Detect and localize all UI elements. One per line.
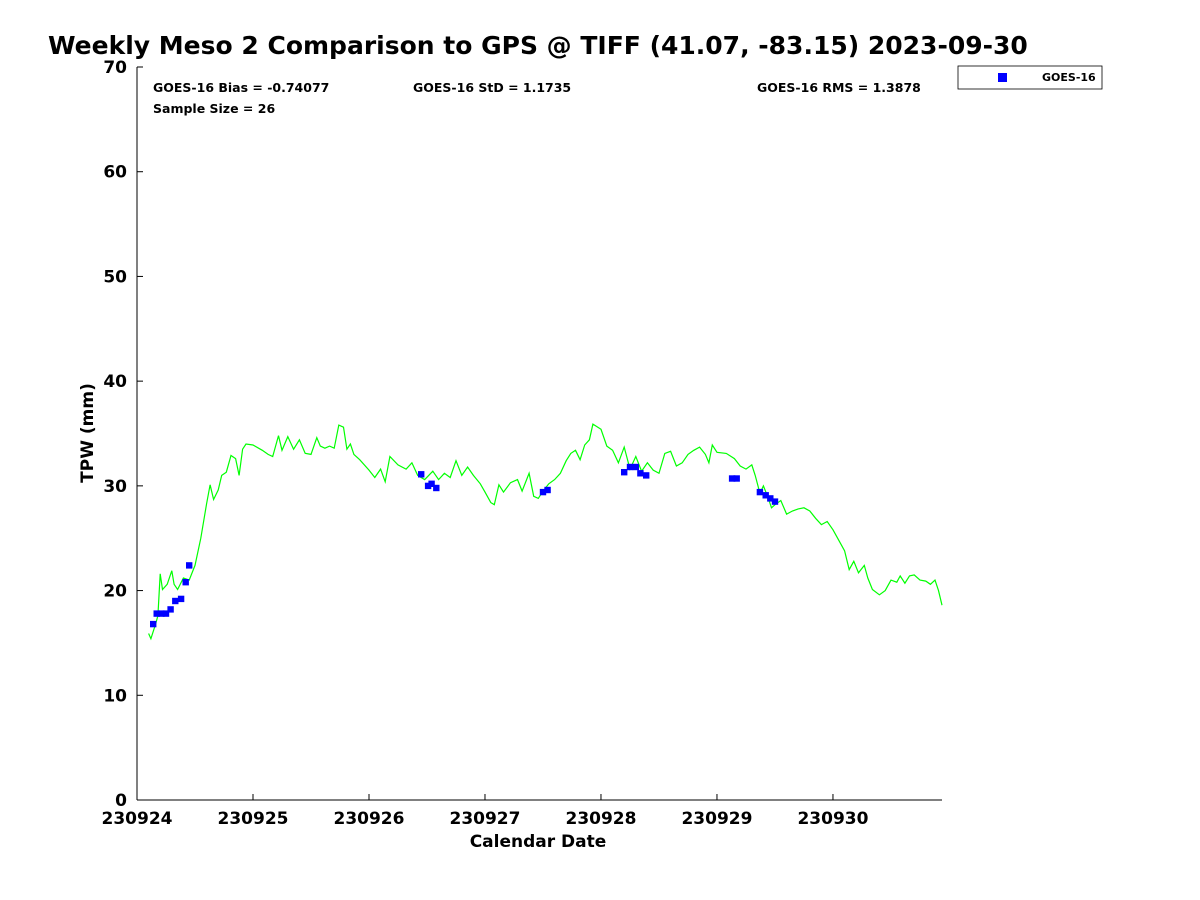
goes16-data-point bbox=[632, 463, 639, 471]
plot-area bbox=[148, 423, 943, 641]
std-stat: GOES-16 StD = 1.1735 bbox=[413, 80, 571, 95]
x-tick-label: 230929 bbox=[681, 809, 752, 829]
y-tick-label: 60 bbox=[103, 163, 127, 183]
goes16-data-point bbox=[172, 597, 179, 605]
goes16-data-point bbox=[643, 472, 650, 479]
goes16-data-point bbox=[728, 475, 736, 482]
bias-stat: GOES-16 Bias = -0.74077 bbox=[153, 80, 329, 95]
y-tick-label: 0 bbox=[115, 791, 127, 811]
x-tick-label: 230924 bbox=[102, 809, 173, 829]
rms-stat: GOES-16 RMS = 1.3878 bbox=[757, 80, 921, 95]
goes16-data-point bbox=[182, 579, 189, 586]
goes16-data-point bbox=[153, 610, 160, 617]
ticks: 0 10 20 30 40 50 60 70 230924 230925 230926 230927 2… bbox=[102, 58, 869, 829]
goes16-data-point bbox=[539, 488, 547, 496]
goes16-data-point bbox=[167, 606, 174, 613]
goes16-data-point bbox=[762, 492, 769, 499]
legend-box bbox=[957, 65, 1103, 90]
goes16-data-point bbox=[150, 620, 157, 628]
y-tick-label: 30 bbox=[103, 477, 127, 497]
goes16-data-point bbox=[177, 595, 185, 603]
axes bbox=[136, 67, 942, 801]
goes16-data-point bbox=[186, 562, 193, 569]
sample-size-stat: Sample Size = 26 bbox=[153, 101, 275, 116]
x-tick-label: 230926 bbox=[333, 809, 404, 829]
goes16-data-point bbox=[424, 482, 432, 490]
goes16-data-point bbox=[771, 498, 779, 505]
goes16-data-point bbox=[626, 463, 634, 471]
goes16-data-point bbox=[621, 469, 628, 476]
goes16-data-point bbox=[637, 470, 644, 477]
goes16-data-point bbox=[756, 488, 764, 496]
legend-goes16-marker bbox=[998, 73, 1007, 82]
y-axis-label: TPW (mm) bbox=[78, 383, 98, 483]
goes16-data-point bbox=[162, 610, 170, 617]
goes16-data-point bbox=[428, 480, 435, 487]
chart-title: Weekly Meso 2 Comparison to GPS @ TIFF (… bbox=[48, 31, 1028, 60]
x-axis-label: Calendar Date bbox=[470, 832, 607, 852]
goes16-data-point bbox=[433, 484, 440, 492]
goes16-data-point bbox=[733, 475, 740, 482]
goes16-data-point bbox=[158, 610, 165, 617]
goes16-data-point bbox=[418, 471, 425, 478]
y-tick-label: 40 bbox=[103, 372, 127, 392]
goes16-data-point bbox=[767, 495, 774, 502]
x-tick-label: 230930 bbox=[797, 809, 868, 829]
legend: GOES-16 bbox=[957, 65, 1103, 90]
gps-series-line bbox=[148, 423, 943, 641]
goes16-data-point bbox=[544, 486, 551, 494]
y-tick-label: 50 bbox=[103, 267, 127, 287]
legend-goes16-label: GOES-16 bbox=[1042, 71, 1096, 84]
y-tick-label: 20 bbox=[103, 582, 127, 602]
x-tick-label: 230928 bbox=[565, 809, 636, 829]
x-tick-label: 230927 bbox=[449, 809, 520, 829]
y-tick-label: 10 bbox=[103, 686, 127, 706]
x-tick-label: 230925 bbox=[218, 809, 289, 829]
y-tick-label: 70 bbox=[103, 58, 127, 78]
